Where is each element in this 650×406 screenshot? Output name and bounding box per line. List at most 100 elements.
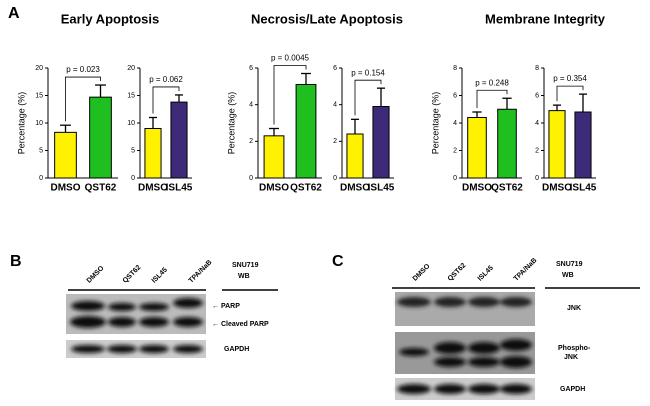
- significance-bracket: [354, 79, 382, 116]
- x-tick-label: ISL45: [570, 183, 597, 194]
- y-tick-label: 0: [249, 175, 253, 182]
- panel-label: A: [8, 5, 20, 22]
- significance-bracket: [273, 65, 307, 125]
- x-tick-label: ISL45: [166, 183, 193, 194]
- y-tick-label: 2: [535, 147, 539, 154]
- significance-bracket: [65, 76, 101, 122]
- bar: [467, 117, 487, 179]
- lane-label: DMSO: [412, 263, 432, 283]
- error-bar: [502, 97, 512, 110]
- y-tick-label: 2: [333, 138, 337, 145]
- x-tick-label: DMSO: [462, 183, 492, 194]
- error-bar: [148, 116, 158, 129]
- y-tick-label: 15: [127, 92, 135, 99]
- bar: [89, 96, 112, 179]
- y-tick-label: 15: [35, 92, 43, 99]
- bar: [497, 108, 517, 179]
- band-label: Phospho-: [558, 345, 591, 352]
- bar: [346, 133, 364, 179]
- bar: [372, 106, 390, 179]
- method: WB: [562, 272, 574, 279]
- lane-label: DMSO: [86, 265, 106, 285]
- lane-label: QST62: [447, 262, 468, 283]
- error-bar: [552, 104, 562, 111]
- blot-c: DMSO QST62 ISL45 TPA/NaB SNU719 WB JNK P…: [392, 257, 640, 400]
- y-tick-label: 4: [249, 102, 253, 109]
- significance-bracket: [152, 86, 180, 114]
- band-label: ← Cleaved PARP: [212, 321, 269, 328]
- bar: [170, 101, 188, 179]
- error-bar: [269, 127, 279, 136]
- x-tick-label: DMSO: [259, 183, 289, 194]
- band-label: GAPDH: [560, 386, 585, 393]
- x-tick-label: DMSO: [138, 183, 168, 194]
- bar: [295, 84, 317, 179]
- error-bar: [472, 111, 482, 118]
- bar: [574, 111, 592, 179]
- y-tick-label: 4: [453, 120, 457, 127]
- y-tick-label: 6: [453, 92, 457, 99]
- p-value: p = 0.248: [475, 78, 509, 87]
- p-value: p = 0.354: [553, 74, 587, 83]
- section-title: Membrane Integrity: [485, 11, 606, 26]
- x-tick-label: DMSO: [340, 183, 370, 194]
- x-tick-label: QST62: [85, 183, 117, 194]
- lane-label: ISL45: [151, 266, 169, 284]
- bands: [70, 298, 203, 328]
- significance-bracket: [476, 89, 508, 108]
- band-label: JNK: [564, 354, 578, 361]
- blot-b: DMSO QST62 ISL45 TPA/NaB SNU719 WB ← PAR…: [66, 259, 278, 358]
- bar: [144, 128, 162, 179]
- p-value: p = 0.062: [149, 75, 183, 84]
- y-tick-label: 0: [535, 175, 539, 182]
- bar: [263, 135, 285, 179]
- p-value: p = 0.023: [66, 65, 100, 74]
- y-tick-label: 4: [535, 120, 539, 127]
- y-tick-label: 8: [535, 65, 539, 72]
- y-tick-label: 20: [35, 65, 43, 72]
- y-axis-label: Percentage (%): [16, 92, 26, 155]
- lane-label: TPA/NaB: [188, 259, 214, 285]
- band-label: ← PARP: [212, 303, 240, 310]
- y-tick-label: 4: [333, 102, 337, 109]
- error-bar: [376, 87, 386, 107]
- panel-label: B: [10, 253, 22, 270]
- p-value: p = 0.0045: [271, 54, 310, 63]
- panel-label: C: [332, 253, 344, 270]
- error-bar: [578, 93, 588, 112]
- y-tick-label: 6: [333, 65, 337, 72]
- error-bar: [60, 124, 71, 133]
- y-tick-label: 6: [535, 92, 539, 99]
- bar: [548, 110, 566, 179]
- band-label: GAPDH: [224, 346, 249, 353]
- error-bar: [174, 94, 184, 103]
- cell-line: SNU719: [232, 262, 259, 269]
- y-tick-label: 0: [39, 175, 43, 182]
- section-title: Necrosis/Late Apoptosis: [251, 11, 403, 26]
- x-tick-label: ISL45: [368, 183, 395, 194]
- x-tick-label: DMSO: [542, 183, 572, 194]
- y-tick-label: 0: [131, 175, 135, 182]
- x-tick-label: DMSO: [51, 183, 81, 194]
- y-tick-label: 2: [249, 138, 253, 145]
- x-tick-label: QST62: [491, 183, 523, 194]
- cell-line: SNU719: [556, 261, 583, 268]
- y-tick-label: 10: [35, 120, 43, 127]
- y-axis-label: Percentage (%): [226, 92, 236, 155]
- lane-label: TPA/NaB: [513, 257, 539, 283]
- p-value: p = 0.154: [351, 68, 385, 77]
- y-tick-label: 0: [333, 175, 337, 182]
- band-label: JNK: [567, 305, 581, 312]
- y-tick-label: 2: [453, 147, 457, 154]
- y-axis-label: Percentage (%): [430, 92, 440, 155]
- y-tick-label: 8: [453, 65, 457, 72]
- lane-label: QST62: [122, 264, 143, 285]
- error-bar: [350, 118, 360, 134]
- y-tick-label: 6: [249, 65, 253, 72]
- y-tick-label: 20: [127, 65, 135, 72]
- section-title: Early Apoptosis: [61, 11, 159, 26]
- y-tick-label: 0: [453, 175, 457, 182]
- lane-label: ISL45: [477, 264, 495, 282]
- significance-bracket: [556, 85, 584, 102]
